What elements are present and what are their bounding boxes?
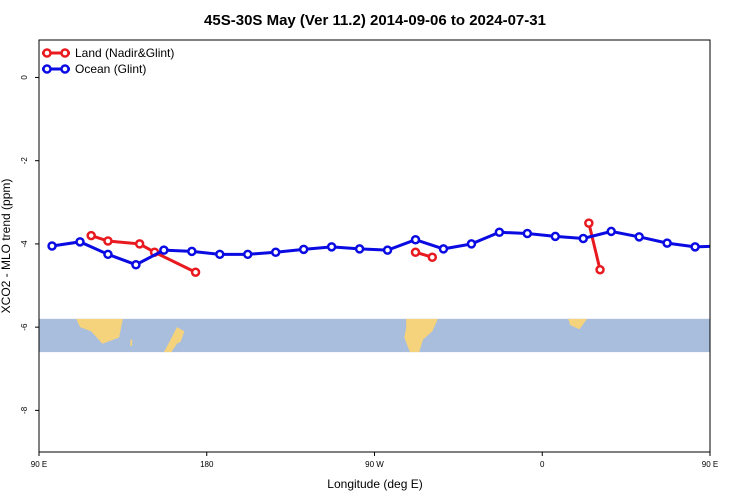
data-point <box>690 242 700 252</box>
legend-swatch-point <box>42 48 52 58</box>
data-point <box>438 244 449 254</box>
data-point <box>75 237 85 247</box>
data-point <box>634 232 644 242</box>
map-strip <box>39 318 750 353</box>
data-point <box>410 247 421 257</box>
y-tick-label: -6 <box>20 323 29 331</box>
legend: Land (Nadir&Glint) Ocean (Glint) <box>42 46 174 76</box>
y-axis-label: XCO2 - MLO trend (ppm) <box>0 179 13 314</box>
x-tick-label: 90 W <box>365 460 384 469</box>
legend-label: Ocean (Glint) <box>75 62 146 76</box>
data-point <box>584 218 594 228</box>
data-point <box>662 238 672 248</box>
land-area <box>404 318 438 353</box>
chart-title: 45S-30S May (Ver 11.2) 2014-09-06 to 202… <box>204 12 546 29</box>
data-point <box>190 267 201 277</box>
data-point <box>382 245 393 255</box>
land-area <box>76 318 123 344</box>
data-point <box>215 249 225 260</box>
data-point <box>243 249 253 260</box>
data-point <box>86 230 96 241</box>
land-area <box>568 318 587 330</box>
x-axis-label: Longitude (deg E) <box>327 477 422 491</box>
legend-swatch-point <box>60 48 70 58</box>
data-point <box>578 233 589 244</box>
y-axis: 0 -2 -4 -6 -8 <box>20 75 39 414</box>
data-point <box>326 242 337 252</box>
data-point <box>354 244 365 254</box>
data-point <box>494 227 505 238</box>
legend-item: Ocean (Glint) <box>42 62 146 76</box>
x-tick-label: 0 <box>540 460 545 469</box>
x-tick-label: 180 <box>200 460 214 469</box>
data-point <box>606 226 616 237</box>
land-area <box>130 339 133 346</box>
legend-swatch-point <box>60 64 70 74</box>
data-point <box>159 245 169 255</box>
y-tick-label: -4 <box>20 240 29 248</box>
y-tick-label: -8 <box>20 406 29 414</box>
land-area <box>163 327 185 353</box>
data-point <box>47 241 57 251</box>
data-point <box>466 239 477 249</box>
x-axis: 90 E 180 90 W 0 90 E <box>31 452 718 469</box>
series-line <box>587 222 602 271</box>
data-point <box>720 243 727 250</box>
x-tick-label: 90 E <box>31 460 47 469</box>
data-point <box>270 247 281 257</box>
data-point <box>103 236 113 246</box>
ocean-area <box>39 318 710 353</box>
data-point <box>410 235 421 245</box>
x-tick-label: 90 E <box>702 460 718 469</box>
series-ocean <box>47 226 727 270</box>
y-tick-label: -2 <box>20 157 29 165</box>
series-land <box>86 218 605 277</box>
data-point <box>550 231 561 242</box>
data-point <box>187 246 197 257</box>
legend-item: Land (Nadir&Glint) <box>42 46 174 60</box>
legend-swatch-point <box>42 64 52 74</box>
plot-series <box>47 218 727 277</box>
data-point <box>103 249 113 260</box>
land-area <box>745 319 750 344</box>
data-point <box>131 259 141 270</box>
y-tick-label: 0 <box>20 75 29 80</box>
data-point <box>522 228 533 239</box>
data-point <box>298 244 309 255</box>
data-point <box>134 239 145 249</box>
data-point <box>595 264 605 275</box>
data-point <box>427 252 438 262</box>
legend-label: Land (Nadir&Glint) <box>75 46 174 60</box>
